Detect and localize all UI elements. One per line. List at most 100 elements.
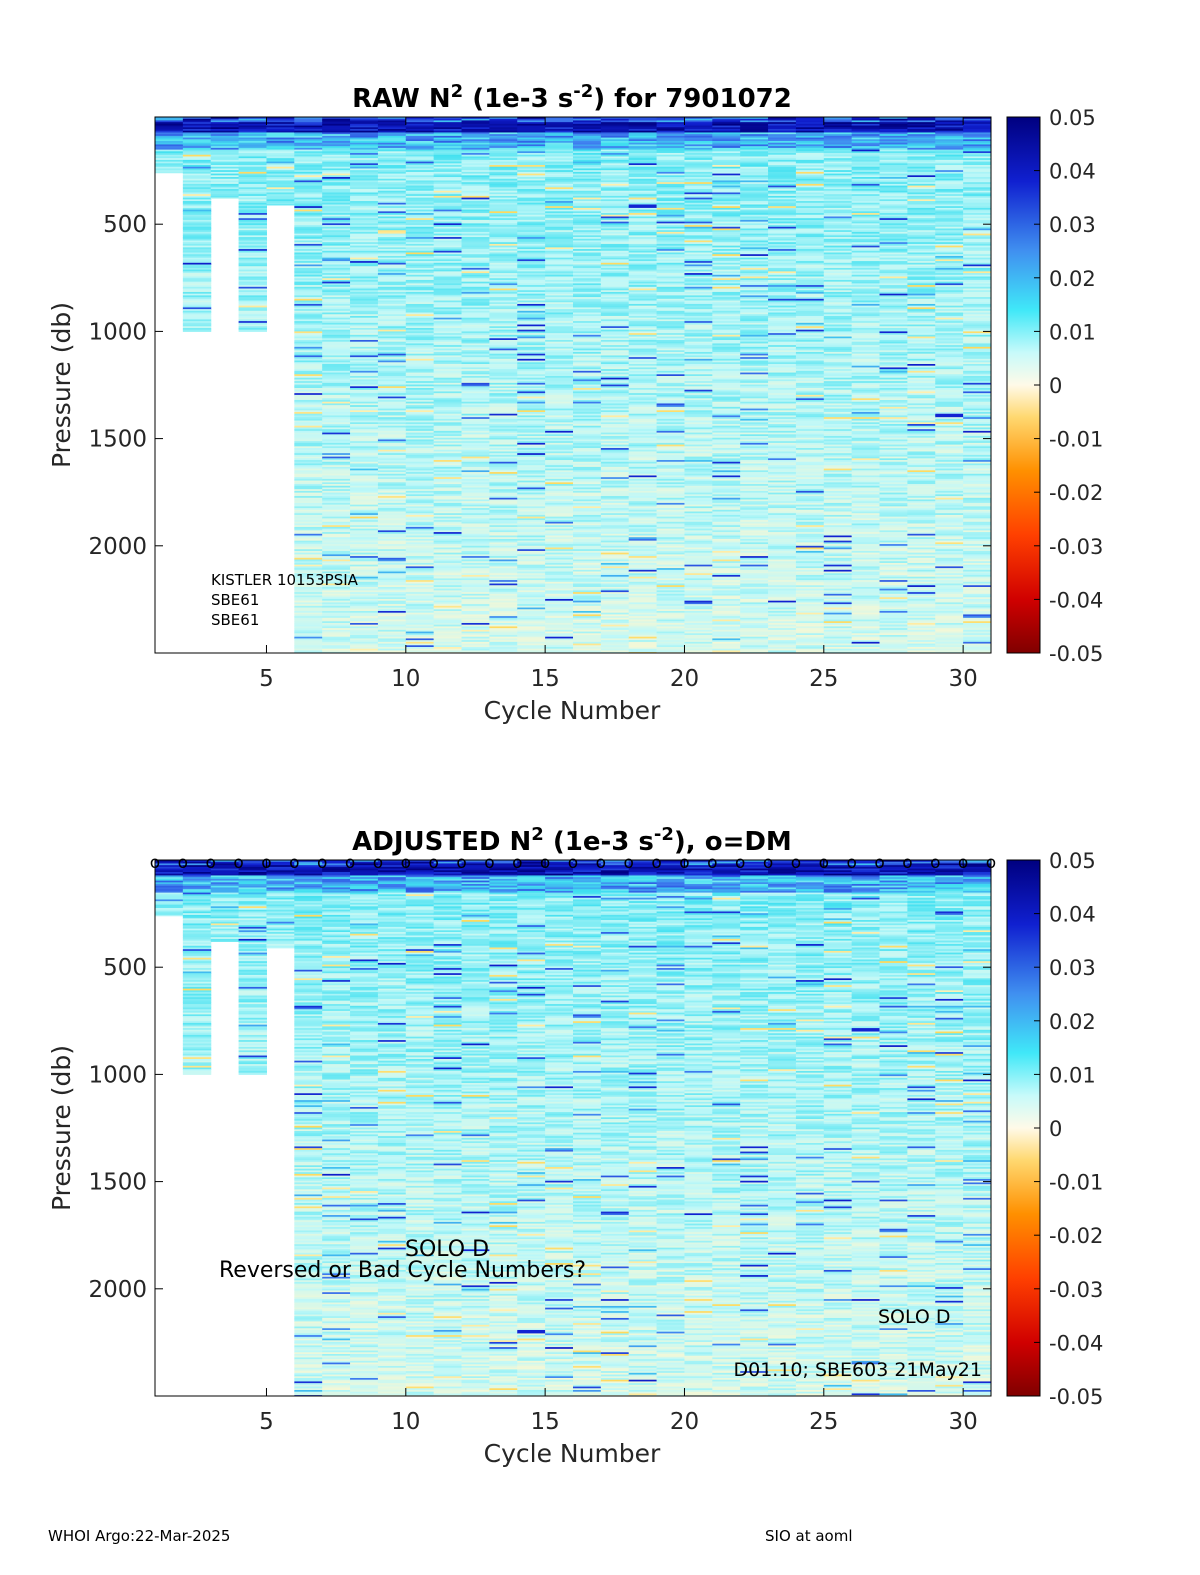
heatmap-cell bbox=[545, 561, 574, 564]
heatmap-cell bbox=[489, 461, 518, 464]
heatmap-cell bbox=[545, 367, 574, 370]
heatmap-cell bbox=[433, 144, 463, 147]
heatmap-cell bbox=[656, 502, 685, 506]
heatmap-cell bbox=[294, 300, 323, 303]
heatmap-cell bbox=[573, 324, 602, 327]
heatmap-cell bbox=[545, 351, 574, 355]
heatmap-cell bbox=[294, 223, 323, 226]
heatmap-cell bbox=[573, 233, 602, 236]
heatmap-cell bbox=[433, 422, 463, 425]
heatmap-cell bbox=[266, 130, 295, 133]
heatmap-cell bbox=[545, 430, 574, 434]
heatmap-cell bbox=[322, 609, 351, 612]
heatmap-cell bbox=[350, 400, 379, 403]
heatmap-cell bbox=[322, 477, 351, 480]
heatmap-cell bbox=[461, 185, 490, 188]
heatmap-cell bbox=[573, 226, 602, 229]
heatmap-cell bbox=[600, 388, 630, 391]
heatmap-cell bbox=[656, 586, 685, 590]
heatmap-cell bbox=[405, 369, 435, 372]
heatmap-cell bbox=[545, 271, 574, 274]
heatmap-cell bbox=[600, 571, 630, 574]
heatmap-cell bbox=[377, 554, 407, 557]
heatmap-cell bbox=[322, 622, 351, 626]
heatmap-cell bbox=[684, 502, 713, 506]
heatmap-cell bbox=[545, 194, 574, 197]
heatmap-cell bbox=[573, 357, 602, 360]
heatmap-cell bbox=[433, 381, 463, 384]
heatmap-cell bbox=[628, 578, 658, 581]
heatmap-cell bbox=[377, 545, 407, 549]
heatmap-cell bbox=[405, 418, 435, 422]
heatmap-cell bbox=[377, 279, 407, 283]
heatmap-cell bbox=[155, 127, 184, 130]
heatmap-cell bbox=[405, 286, 435, 290]
heatmap-cell bbox=[405, 326, 435, 329]
heatmap-cell bbox=[322, 569, 351, 573]
heatmap-cell bbox=[322, 497, 351, 500]
heatmap-cell bbox=[461, 187, 490, 190]
heatmap-cell bbox=[628, 293, 658, 296]
heatmap-cell bbox=[322, 159, 351, 163]
heatmap-cell bbox=[461, 624, 490, 627]
heatmap-cell bbox=[600, 238, 630, 241]
heatmap-cell bbox=[322, 180, 351, 183]
heatmap-cell bbox=[517, 345, 546, 348]
heatmap-cell bbox=[573, 547, 602, 550]
heatmap-cell bbox=[377, 221, 407, 224]
heatmap-cell bbox=[182, 189, 212, 192]
heatmap-cell bbox=[377, 621, 407, 624]
heatmap-cell bbox=[684, 156, 713, 159]
heatmap-cell bbox=[238, 307, 267, 310]
heatmap-cell bbox=[684, 463, 713, 466]
heatmap-cell bbox=[405, 550, 435, 554]
heatmap-cell bbox=[350, 262, 379, 266]
heatmap-cell bbox=[656, 235, 685, 238]
heatmap-cell bbox=[545, 466, 574, 470]
heatmap-cell bbox=[600, 412, 630, 415]
heatmap-cell bbox=[182, 324, 212, 327]
heatmap-cell bbox=[684, 489, 713, 492]
heatmap-cell bbox=[377, 293, 407, 296]
heatmap-cell bbox=[461, 396, 490, 399]
heatmap-cell bbox=[182, 166, 212, 169]
heatmap-cell bbox=[461, 367, 490, 370]
heatmap-cell bbox=[684, 403, 713, 406]
heatmap-cell bbox=[545, 415, 574, 418]
heatmap-cell bbox=[684, 147, 713, 151]
heatmap-cell bbox=[266, 129, 295, 132]
heatmap-cell bbox=[684, 216, 713, 219]
heatmap-cell bbox=[545, 396, 574, 399]
heatmap-cell bbox=[377, 537, 407, 540]
heatmap-cell bbox=[238, 297, 267, 300]
heatmap-cell bbox=[628, 185, 658, 188]
heatmap-cell bbox=[684, 477, 713, 480]
heatmap-cell bbox=[684, 218, 713, 221]
heatmap-cell bbox=[628, 557, 658, 561]
heatmap-cell bbox=[350, 175, 379, 178]
heatmap-cell bbox=[684, 223, 713, 226]
heatmap-cell bbox=[405, 170, 435, 173]
heatmap-cell bbox=[405, 502, 435, 506]
heatmap-cell bbox=[294, 338, 323, 341]
heatmap-cell bbox=[350, 506, 379, 509]
heatmap-cell bbox=[684, 350, 713, 353]
heatmap-cell bbox=[405, 365, 435, 368]
heatmap-cell bbox=[573, 363, 602, 367]
heatmap-cell bbox=[182, 274, 212, 278]
heatmap-cell bbox=[405, 621, 435, 624]
heatmap-cell bbox=[600, 315, 630, 319]
heatmap-cell bbox=[573, 610, 602, 614]
heatmap-cell bbox=[461, 300, 490, 303]
heatmap-cell bbox=[656, 477, 685, 480]
heatmap-cell bbox=[684, 197, 713, 200]
heatmap-cell bbox=[545, 218, 574, 221]
heatmap-cell bbox=[266, 147, 295, 151]
heatmap-cell bbox=[489, 621, 518, 624]
heatmap-cell bbox=[405, 329, 435, 332]
heatmap-cell bbox=[433, 576, 463, 579]
heatmap-cell bbox=[684, 432, 713, 435]
heatmap-cell bbox=[294, 242, 323, 245]
heatmap-cell bbox=[377, 509, 407, 512]
heatmap-cell bbox=[517, 631, 546, 634]
